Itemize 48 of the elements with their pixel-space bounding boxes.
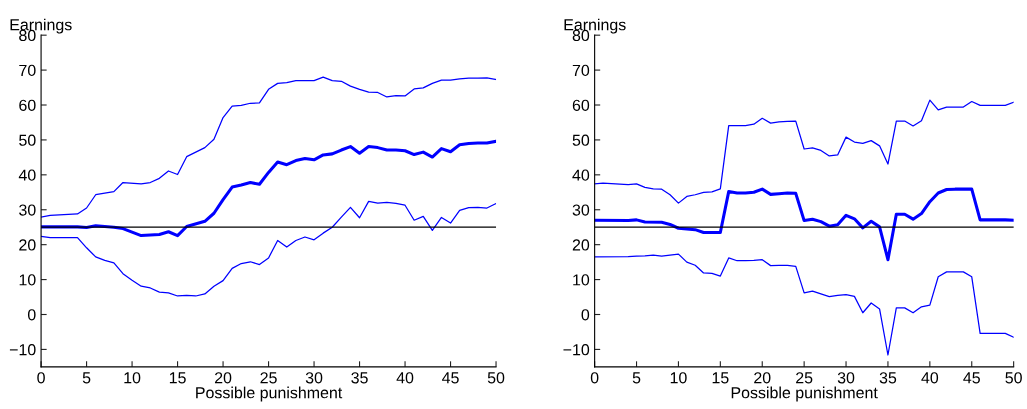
x-tick-label: 40 <box>396 372 414 384</box>
x-tick-label: 25 <box>796 372 813 384</box>
x-tick-label: 0 <box>590 372 599 384</box>
y-tick-label: 20 <box>572 239 590 251</box>
x-tick-label: 5 <box>632 372 641 384</box>
y-tick-label: 10 <box>573 274 590 286</box>
line-series <box>41 139 497 238</box>
y-tick-label: 0 <box>581 309 590 321</box>
y-tick-label: 0 <box>27 309 36 321</box>
y-tick-label: 50 <box>572 134 590 146</box>
y-tick-label: −10 <box>563 344 590 356</box>
x-tick-label: 15 <box>169 372 186 384</box>
x-tick-label: 5 <box>82 372 91 384</box>
x-tick-label: 10 <box>670 372 687 384</box>
line-series <box>41 76 497 218</box>
x-tick-label: 35 <box>351 372 368 384</box>
y-tick-label: 30 <box>572 204 590 216</box>
x-axis-title: Possible punishment <box>196 386 343 402</box>
x-tick-label: 45 <box>442 372 459 384</box>
x-tick-label: 20 <box>214 372 232 384</box>
y-tick-label: 50 <box>19 134 36 146</box>
x-tick-label: 40 <box>921 372 939 384</box>
x-tick-label: 20 <box>754 372 771 384</box>
y-tick-label: 60 <box>572 99 590 111</box>
y-tick-label: 70 <box>19 64 36 77</box>
y-tick-label: 10 <box>19 274 36 286</box>
line-series <box>594 99 1014 204</box>
y-tick-label: 40 <box>18 169 36 181</box>
x-tick-label: 0 <box>37 372 45 384</box>
x-tick-label: 35 <box>879 372 897 384</box>
y-tick-label: 20 <box>19 239 36 251</box>
line-series <box>41 200 497 297</box>
line-series <box>594 187 1014 262</box>
y-tick-label: 30 <box>19 204 36 216</box>
x-tick-label: 30 <box>837 372 855 384</box>
x-tick-label: 50 <box>1005 372 1022 384</box>
x-tick-label: 45 <box>963 372 980 384</box>
y-tick-label: 40 <box>572 169 590 181</box>
x-tick-label: 25 <box>260 372 277 384</box>
x-tick-label: 15 <box>712 372 729 384</box>
y-tick-label: 70 <box>572 64 590 77</box>
x-tick-label: 50 <box>487 372 505 384</box>
x-tick-label: 30 <box>305 372 323 384</box>
x-tick-label: 10 <box>124 372 141 384</box>
line-series <box>594 253 1014 356</box>
x-axis-title: Possible punishment <box>731 386 878 402</box>
y-tick-label: 60 <box>19 99 36 111</box>
y-tick-label: −10 <box>9 344 36 356</box>
